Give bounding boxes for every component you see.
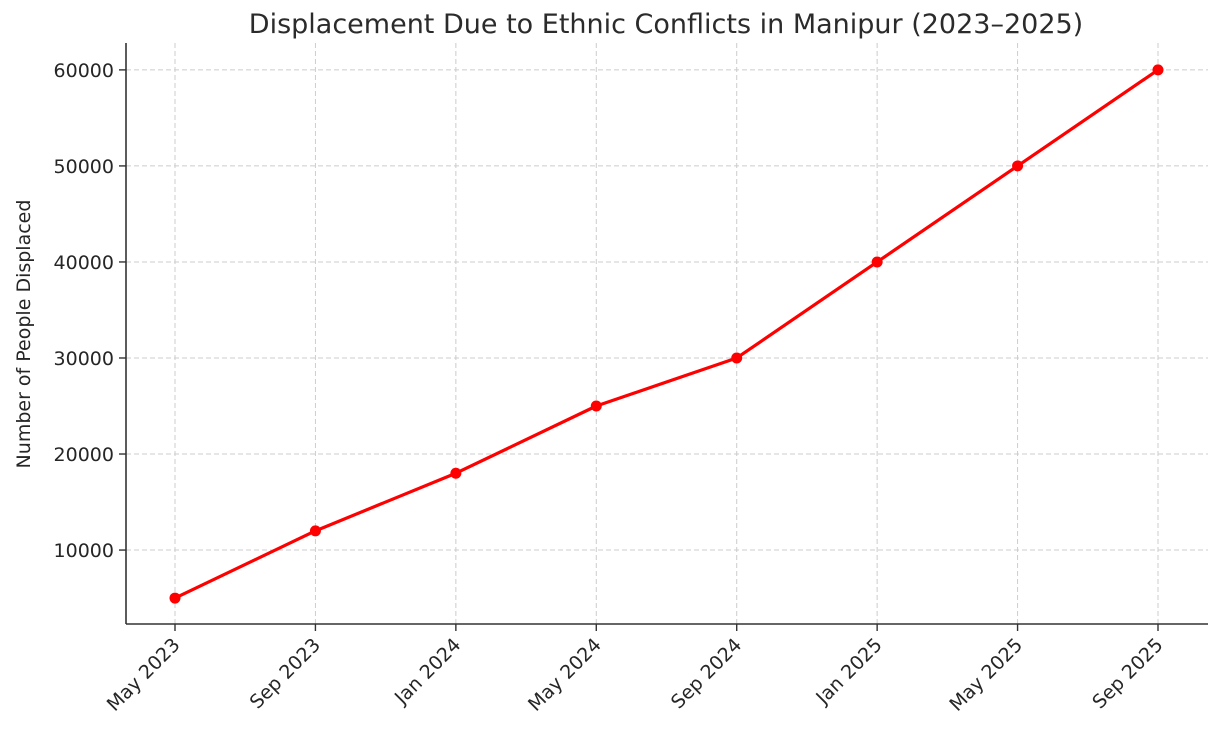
y-tick-label: 40000 <box>54 252 114 274</box>
y-tick-label: 30000 <box>54 348 114 370</box>
axes-spines <box>125 43 1208 625</box>
x-tick-label: May 2023 <box>103 634 185 716</box>
x-axis-ticks: May 2023 Sep 2023 Jan 2024 May 2024 Sep 2024… <box>103 624 1168 716</box>
grid-lines <box>126 43 1208 624</box>
y-tick-label: 20000 <box>54 444 114 466</box>
y-axis-ticks: 10000 20000 30000 40000 50000 60000 <box>54 60 126 562</box>
x-tick-label: Jan 2024 <box>390 634 465 709</box>
x-tick-label: May 2024 <box>524 634 606 716</box>
data-point-marker <box>169 592 181 604</box>
series-line <box>174 68 1159 600</box>
y-axis-label: Number of People Displaced <box>13 200 35 469</box>
data-point-marker <box>309 525 321 537</box>
data-series <box>169 64 1164 604</box>
x-tick-label: Sep 2025 <box>1088 634 1167 713</box>
data-point-marker <box>871 256 883 268</box>
chart-title: Displacement Due to Ethnic Conflicts in … <box>249 9 1083 40</box>
data-point-marker <box>1012 160 1024 172</box>
data-point-marker <box>450 467 462 479</box>
y-tick-label: 50000 <box>54 156 114 178</box>
y-tick-label: 60000 <box>54 60 114 82</box>
x-tick-label: Sep 2024 <box>667 634 746 713</box>
x-tick-label: Jan 2025 <box>811 634 886 709</box>
data-point-marker <box>590 400 602 412</box>
x-tick-label: Sep 2023 <box>246 634 325 713</box>
data-point-marker <box>1152 64 1164 76</box>
y-tick-label: 10000 <box>54 540 114 562</box>
data-point-marker <box>731 352 743 364</box>
x-tick-label: May 2025 <box>945 634 1027 716</box>
